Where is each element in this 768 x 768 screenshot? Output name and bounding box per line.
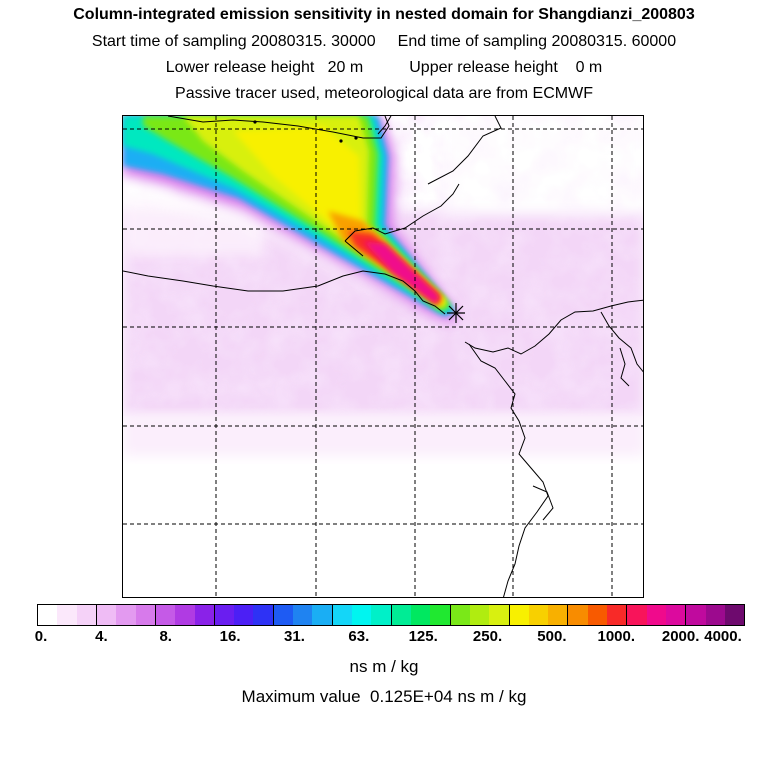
colorbar-segment — [371, 605, 392, 625]
end-time-value: 20080315. 60000 — [551, 33, 677, 50]
colorbar-segment — [607, 605, 628, 625]
colorbar-segment — [391, 605, 411, 625]
coastlines-and-borders — [123, 116, 643, 597]
colorbar-tick-label: 31. — [284, 628, 305, 645]
sampling-times: Start time of sampling 20080315. 30000 En… — [0, 33, 768, 51]
star-cross-icon — [447, 303, 465, 323]
sensitivity-map — [123, 116, 643, 597]
colorbar-segment — [332, 605, 352, 625]
colorbar-units: ns m / kg — [349, 657, 419, 676]
lower-height: Lower release height 20 m — [166, 59, 363, 77]
upper-height: Upper release height 0 m — [409, 59, 602, 77]
start-time-label: Start time of sampling — [91, 33, 247, 50]
start-time-value: 20080315. 30000 — [251, 33, 376, 50]
emission-plume — [123, 116, 458, 324]
colorbar-tick-label: 125. — [408, 628, 438, 645]
colorbar-segment — [96, 605, 117, 625]
colorbar-segment — [509, 605, 529, 625]
colorbar-segment — [76, 605, 97, 625]
max-value-label: Maximum value — [241, 687, 361, 706]
start-time: Start time of sampling 20080315. 30000 — [92, 33, 376, 51]
colorbar-tick-label: 500. — [537, 628, 567, 645]
colorbar-segment — [352, 605, 372, 625]
upper-height-value: 0 m — [575, 59, 603, 76]
map-panel — [122, 115, 644, 598]
colorbar-segment — [548, 605, 569, 625]
colorbar-segment — [646, 605, 666, 625]
max-value-units: ns m / kg — [457, 687, 527, 706]
colorbar-segment — [312, 605, 333, 625]
map-gridlines — [123, 116, 643, 597]
colorbar-tick-label: 63. — [348, 628, 370, 645]
colorbar-tick-label: 4. — [95, 628, 108, 645]
colorbar-segment — [38, 605, 58, 625]
colorbar-tick-label: 4000. — [704, 628, 742, 645]
end-time: End time of sampling 20080315. 60000 — [398, 33, 676, 51]
colorbar-segment — [253, 605, 274, 625]
colorbar-segment — [234, 605, 254, 625]
colorbar-segment — [587, 605, 608, 625]
colorbar-segment — [410, 605, 431, 625]
colorbar-segment — [705, 605, 725, 625]
colorbar-segment — [666, 605, 687, 625]
colorbar-tick-label: 8. — [159, 628, 172, 645]
colorbar-segment — [724, 605, 745, 625]
tracer-info: Passive tracer used, meteorological data… — [175, 85, 593, 102]
colorbar-segment — [627, 605, 647, 625]
release-heights: Lower release height 20 m Upper release h… — [0, 59, 768, 77]
colorbar-segment — [116, 605, 136, 625]
maximum-value-line: Maximum value 0.125E+04 ns m / kg — [0, 687, 768, 707]
colorbar-tick-label: 16. — [219, 628, 241, 645]
colorbar-segment — [155, 605, 176, 625]
colorbar-tick-label: 250. — [472, 628, 503, 645]
colorbar-segment — [57, 605, 77, 625]
colorbar-tick-label: 0. — [34, 628, 48, 645]
colorbar-segment — [430, 605, 451, 625]
colorbar-tick-label: 2000. — [661, 628, 700, 645]
colorbar-segment — [686, 605, 706, 625]
colorbar-segment — [528, 605, 549, 625]
colorbar-segment — [450, 605, 470, 625]
max-value: 0.125E+04 — [370, 687, 453, 706]
colorbar-segment — [273, 605, 294, 625]
colorbar-segment — [135, 605, 156, 625]
colorbar-segment — [568, 605, 588, 625]
colorbar-segment — [194, 605, 215, 625]
colorbar-segment — [469, 605, 490, 625]
lower-height-label: Lower release height — [165, 59, 315, 76]
colorbar — [37, 604, 745, 626]
colorbar-segment — [214, 605, 235, 625]
lower-height-value: 20 m — [327, 59, 364, 76]
colorbar-segment — [293, 605, 313, 625]
border-markers — [253, 120, 358, 143]
upper-height-label: Upper release height — [409, 59, 558, 76]
colorbar-segment — [489, 605, 510, 625]
colorbar-segment — [175, 605, 195, 625]
figure-title: Column-integrated emission sensitivity i… — [73, 6, 695, 23]
colorbar-tick-label: 1000. — [597, 628, 636, 645]
end-time-label: End time of sampling — [397, 33, 548, 50]
